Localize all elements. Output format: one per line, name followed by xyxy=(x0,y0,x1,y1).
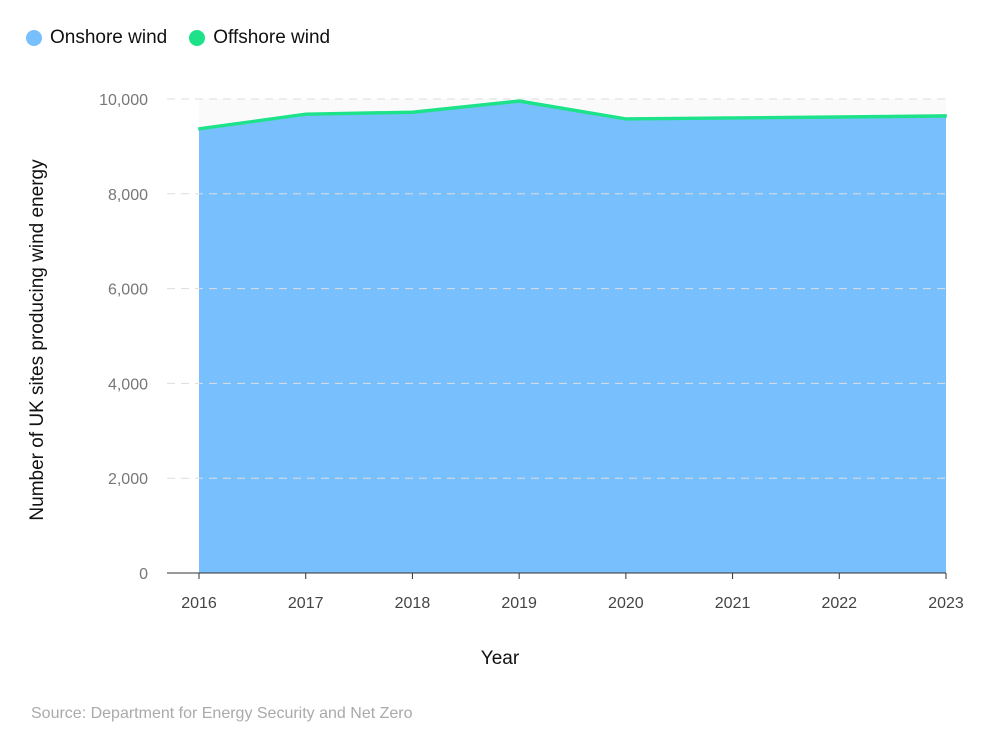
y-tick-label: 10,000 xyxy=(99,92,148,109)
y-tick-label: 8,000 xyxy=(108,187,148,204)
y-tick-label: 2,000 xyxy=(108,471,148,488)
x-tick-label: 2019 xyxy=(501,595,537,612)
legend-swatch-offshore xyxy=(189,30,206,46)
x-tick-label: 2016 xyxy=(181,595,217,612)
y-tick-label: 4,000 xyxy=(108,376,148,393)
y-tick-label: 0 xyxy=(139,566,148,583)
area-onshore-wind xyxy=(199,102,946,574)
x-tick-label: 2022 xyxy=(821,595,857,612)
x-tick-label: 2020 xyxy=(608,595,644,612)
x-tick-label: 2018 xyxy=(395,595,431,612)
legend-item-onshore[interactable]: Onshore wind xyxy=(26,27,167,49)
area-offshore-wind xyxy=(198,99,947,131)
x-tick-label: 2021 xyxy=(715,595,751,612)
legend: Onshore wind Offshore wind xyxy=(26,27,330,49)
x-axis-title: Year xyxy=(480,648,520,669)
source-note: Source: Department for Energy Security a… xyxy=(31,705,413,722)
x-tick-label: 2023 xyxy=(928,595,964,612)
legend-label-onshore: Onshore wind xyxy=(50,27,168,48)
legend-swatch-onshore xyxy=(26,30,42,46)
legend-item-offshore[interactable]: Offshore wind xyxy=(189,27,330,49)
x-tick-label: 2017 xyxy=(288,595,324,612)
y-tick-label: 6,000 xyxy=(108,282,148,299)
legend-label-offshore: Offshore wind xyxy=(213,27,331,48)
